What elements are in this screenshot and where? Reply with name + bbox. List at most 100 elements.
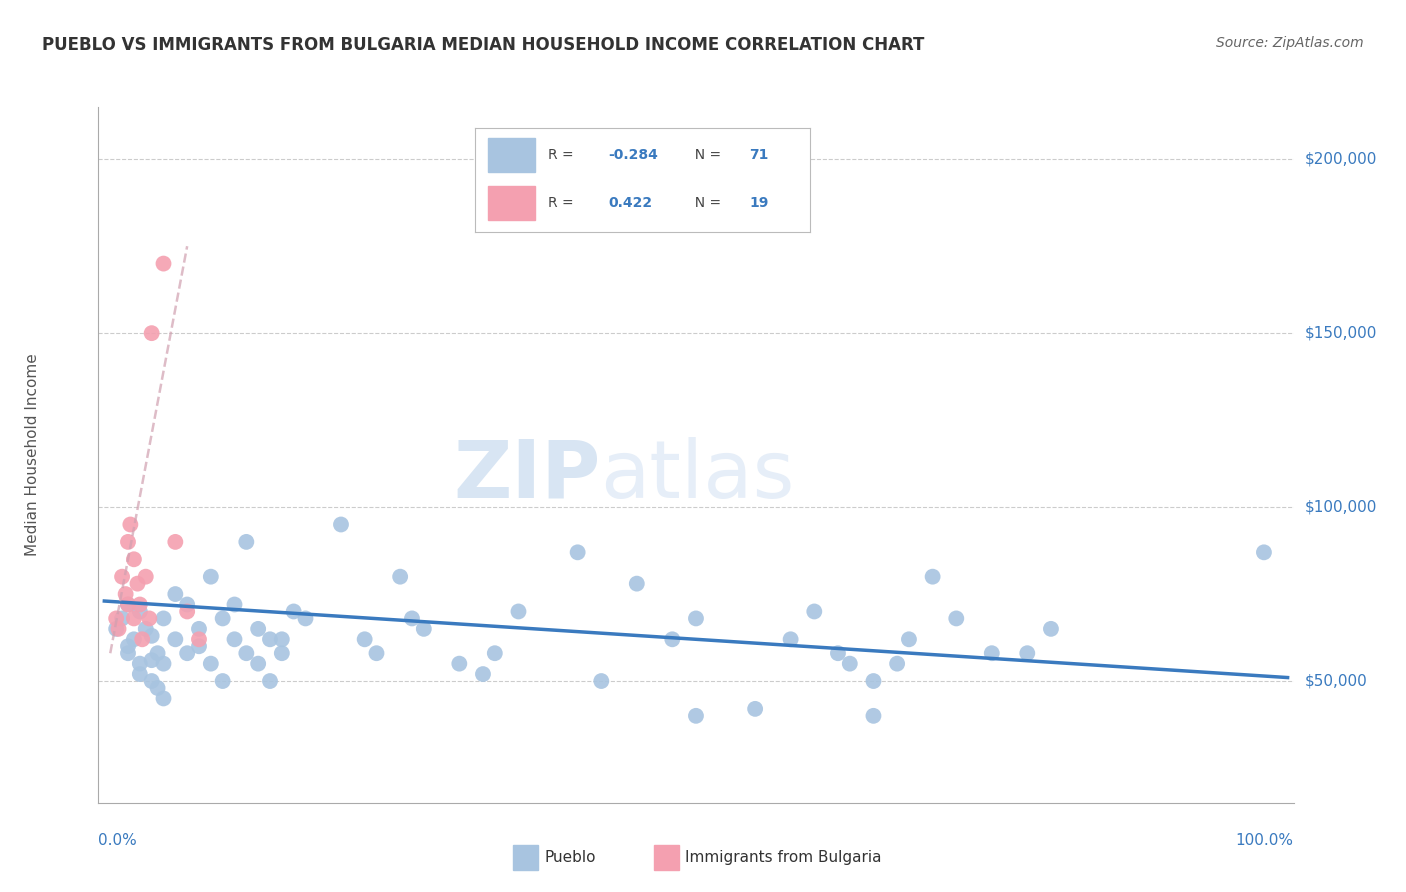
Point [1253,545,1275,559]
Point [259,674,281,689]
Point [117,646,139,660]
Point [152,611,174,625]
Point [131,632,153,647]
Point [838,657,860,671]
Point [283,605,305,619]
Point [921,570,943,584]
Point [120,517,142,532]
Point [224,598,246,612]
Text: ZIP: ZIP [453,437,600,515]
Point [128,657,150,671]
Point [117,534,139,549]
Point [685,611,707,625]
Point [200,570,222,584]
Point [141,629,163,643]
Point [105,611,128,625]
Point [165,587,187,601]
Point [146,681,169,695]
Point [122,632,145,647]
Point [165,632,187,647]
Point [626,576,648,591]
Point [1017,646,1039,660]
Point [270,646,292,660]
Point [211,611,233,625]
Point [117,598,139,612]
Text: Immigrants from Bulgaria: Immigrants from Bulgaria [685,850,882,864]
Point [176,646,198,660]
Point [141,653,163,667]
Point [897,632,920,647]
Point [176,605,198,619]
Point [111,570,134,584]
Text: 100.0%: 100.0% [1236,833,1294,848]
Point [122,552,145,566]
Point [128,667,150,681]
Point [401,611,423,625]
Point [980,646,1002,660]
Point [1039,622,1062,636]
Point [567,545,589,559]
Point [165,534,187,549]
Point [330,517,353,532]
Point [117,598,139,612]
Text: $50,000: $50,000 [1305,673,1368,689]
Point [107,622,129,636]
Point [122,611,145,625]
Point [146,646,169,660]
Point [114,587,136,601]
Text: Median Household Income: Median Household Income [25,353,41,557]
Point [294,611,316,625]
Point [135,622,157,636]
Point [152,256,174,270]
Point [152,691,174,706]
Point [886,657,908,671]
Point [685,708,707,723]
Point [484,646,506,660]
Point [472,667,495,681]
Point [827,646,849,660]
Point [128,598,150,612]
Point [744,702,766,716]
Point [366,646,388,660]
Point [135,570,157,584]
Point [141,326,163,340]
Point [152,657,174,671]
Point [141,674,163,689]
Point [138,611,160,625]
Point [508,605,530,619]
Text: Source: ZipAtlas.com: Source: ZipAtlas.com [1216,36,1364,50]
Point [803,605,825,619]
Point [127,576,149,591]
Point [353,632,375,647]
Point [247,622,270,636]
Text: $100,000: $100,000 [1305,500,1376,515]
Point [862,708,884,723]
Point [105,622,128,636]
Point [270,632,292,647]
Text: 0.0%: 0.0% [98,833,138,848]
Point [188,632,211,647]
Point [117,639,139,653]
Point [235,646,257,660]
Point [188,622,211,636]
Point [176,598,198,612]
Text: PUEBLO VS IMMIGRANTS FROM BULGARIA MEDIAN HOUSEHOLD INCOME CORRELATION CHART: PUEBLO VS IMMIGRANTS FROM BULGARIA MEDIA… [42,36,925,54]
Point [412,622,434,636]
Text: atlas: atlas [600,437,794,515]
Point [862,674,884,689]
Point [259,632,281,647]
Point [188,639,211,653]
Point [211,674,233,689]
Point [128,605,150,619]
Point [591,674,613,689]
Point [247,657,270,671]
Point [235,534,257,549]
Point [945,611,967,625]
Point [224,632,246,647]
Point [779,632,801,647]
Point [389,570,412,584]
Point [200,657,222,671]
Point [449,657,471,671]
Point [111,611,134,625]
Text: $150,000: $150,000 [1305,326,1376,341]
